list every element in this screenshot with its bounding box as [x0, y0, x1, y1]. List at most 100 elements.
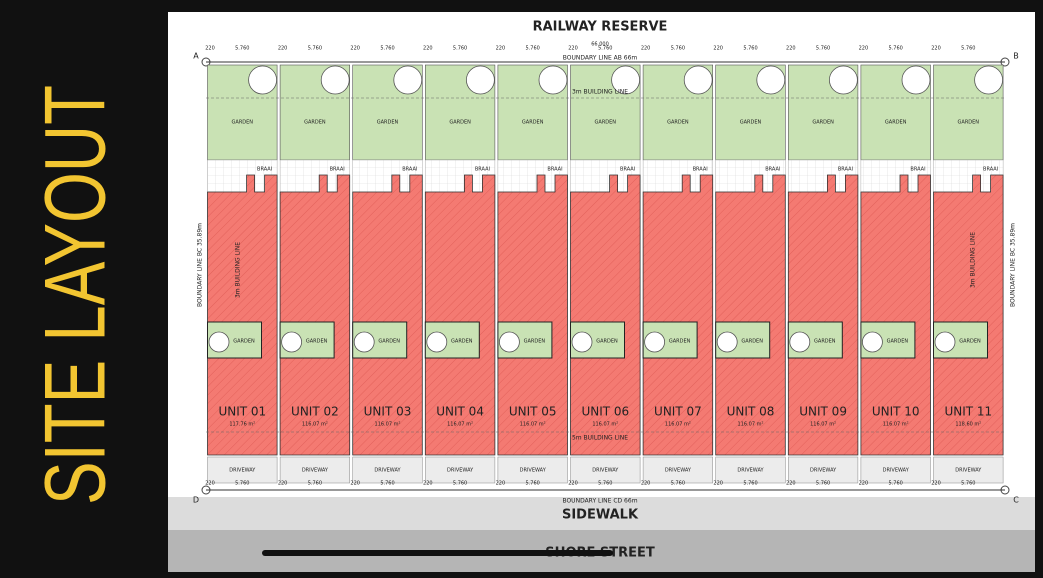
gap-dimension: 220	[205, 46, 215, 52]
unit-dimension: 5.760	[598, 46, 612, 52]
driveway-label: DRIVEWAY	[592, 468, 619, 474]
unit-name: UNIT 05	[509, 405, 557, 419]
gap-dimension: 220	[423, 46, 433, 52]
gap-dimension: 220	[568, 46, 578, 52]
unit-name: UNIT 10	[872, 405, 920, 419]
sidewalk-band	[168, 497, 1035, 530]
tree	[756, 65, 786, 95]
driveway	[642, 456, 713, 484]
boundary-bottom: BOUNDARY LINE CD 66m	[562, 498, 637, 505]
braai-label: BRAAI	[765, 167, 780, 173]
railway-label: RAILWAY RESERVE	[533, 20, 668, 35]
tree	[465, 65, 495, 95]
side-title: SITE LAYOUT	[28, 85, 124, 505]
gap-dimension: 220	[931, 46, 941, 52]
unit-dimension: 5.760	[671, 481, 685, 487]
gap-dimension: 220	[350, 481, 360, 487]
building-line-top: 3m BUILDING LINE	[572, 89, 628, 96]
tree	[538, 65, 568, 95]
driveway-label: DRIVEWAY	[810, 468, 837, 474]
gap-dimension: 220	[350, 46, 360, 52]
gap-dimension: 220	[641, 46, 651, 52]
corner-label: D	[193, 496, 199, 505]
top-garden	[642, 64, 713, 161]
gap-dimension: 220	[713, 481, 723, 487]
garden-label: GARDEN	[304, 120, 326, 126]
tree	[281, 331, 303, 353]
unit-footprint	[933, 174, 1004, 456]
courtyard-label: GARDEN	[524, 339, 546, 345]
tree	[716, 331, 738, 353]
driveway-label: DRIVEWAY	[374, 468, 401, 474]
gap-dimension: 220	[786, 481, 796, 487]
unit-footprint	[860, 174, 931, 456]
tree	[208, 331, 230, 353]
gap-dimension: 220	[641, 481, 651, 487]
unit-name: UNIT 09	[799, 405, 847, 419]
tree	[829, 65, 858, 95]
driveway	[207, 456, 278, 484]
boundary-right: BOUNDARY LINE BC 35.89m	[1010, 223, 1017, 307]
unit-name: UNIT 07	[654, 405, 702, 419]
driveway-label: DRIVEWAY	[520, 468, 547, 474]
braai-label: BRAAI	[475, 167, 490, 173]
unit-dimension: 5.760	[380, 46, 394, 52]
tree	[571, 331, 593, 353]
unit-area: 116.07 m²	[447, 422, 473, 428]
tree	[353, 331, 375, 353]
driveway-label: DRIVEWAY	[737, 468, 764, 474]
building-line-left: 3m BUILDING LINE	[235, 242, 242, 298]
unit-area: 116.07 m²	[738, 422, 764, 428]
driveway	[933, 456, 1004, 484]
driveway-label: DRIVEWAY	[883, 468, 910, 474]
garden-label: GARDEN	[522, 120, 544, 126]
unit-name: UNIT 04	[436, 405, 484, 419]
garden-label: GARDEN	[232, 120, 254, 126]
driveway-label: DRIVEWAY	[229, 468, 256, 474]
corner-label: A	[193, 52, 199, 61]
unit-footprint	[497, 174, 568, 456]
gap-dimension: 220	[859, 481, 869, 487]
gap-dimension: 220	[786, 46, 796, 52]
driveway-label: DRIVEWAY	[955, 468, 982, 474]
gap-dimension: 220	[278, 481, 288, 487]
unit-area: 117.76 m²	[229, 422, 255, 428]
unit-name: UNIT 06	[581, 405, 629, 419]
courtyard-label: GARDEN	[451, 339, 473, 345]
unit-dimension: 5.760	[889, 481, 903, 487]
unit-dimension: 5.760	[961, 481, 975, 487]
unit-name: UNIT 01	[218, 405, 266, 419]
sidewalk-label: SIDEWALK	[562, 508, 639, 523]
gap-dimension: 220	[423, 481, 433, 487]
braai-label: BRAAI	[402, 167, 417, 173]
braai-label: BRAAI	[910, 167, 925, 173]
building-line-right: 3m BUILDING LINE	[970, 232, 977, 288]
tree	[862, 331, 883, 353]
garden-label: GARDEN	[740, 120, 762, 126]
tree	[974, 65, 1003, 95]
tree	[498, 331, 520, 353]
courtyard-label: GARDEN	[378, 339, 400, 345]
garden-label: GARDEN	[812, 120, 834, 126]
driveway-label: DRIVEWAY	[665, 468, 692, 474]
unit-dimension: 5.760	[816, 481, 830, 487]
braai-label: BRAAI	[620, 167, 635, 173]
unit-dimension: 5.760	[235, 46, 249, 52]
braai-label: BRAAI	[547, 167, 562, 173]
gap-dimension: 220	[205, 481, 215, 487]
tree	[320, 65, 350, 95]
unit-dimension: 5.760	[598, 481, 612, 487]
gap-dimension: 220	[931, 481, 941, 487]
unit-name: UNIT 02	[291, 405, 339, 419]
tree	[393, 65, 423, 95]
driveway	[352, 456, 423, 484]
courtyard-label: GARDEN	[596, 339, 618, 345]
unit-footprint	[715, 174, 786, 456]
unit-dimension: 5.760	[526, 46, 540, 52]
gap-dimension: 220	[713, 46, 723, 52]
tree	[789, 331, 811, 353]
courtyard-label: GARDEN	[741, 339, 763, 345]
unit-area: 116.07 m²	[302, 422, 328, 428]
gap-dimension: 220	[568, 481, 578, 487]
